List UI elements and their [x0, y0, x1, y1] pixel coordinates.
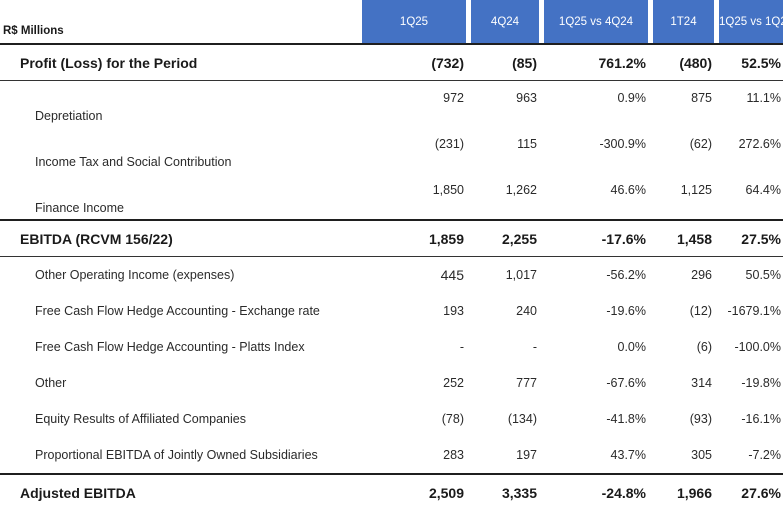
table-row-depretiation: Depretiation 972 963 0.9% 875 11.1%	[0, 81, 783, 128]
cell-value: 43.7%	[544, 437, 648, 475]
table-row-other: Other 252 777 -67.6% 314 -19.8%	[0, 365, 783, 401]
cell-value: -100.0%	[734, 340, 781, 354]
cell-value: 1,125	[680, 183, 712, 197]
cell-value: -16.1%	[741, 412, 781, 426]
cell-value: -17.6%	[544, 219, 648, 257]
cell-value: 240	[516, 304, 537, 318]
table-row-equity-results: Equity Results of Affiliated Companies (…	[0, 401, 783, 437]
cell-value: 2,509	[362, 473, 466, 510]
table-row-ebitda: EBITDA (RCVM 156/22) 1,859 2,255 -17.6% …	[0, 219, 783, 257]
cell-value: 272.6%	[738, 137, 781, 151]
table-row-hedge-exchange-rate: Free Cash Flow Hedge Accounting - Exchan…	[0, 293, 783, 329]
table-row-income-tax: Income Tax and Social Contribution (231)…	[0, 127, 783, 173]
cell-value: (732)	[362, 44, 466, 81]
cell-value: 50.5%	[745, 268, 781, 282]
cell-value: (85)	[471, 44, 539, 81]
cell-value: 296	[691, 268, 712, 282]
cell-value: -56.2%	[606, 268, 646, 282]
cell-value: -	[532, 340, 537, 354]
row-label: Finance Income	[35, 201, 124, 215]
cell-value: 283	[362, 437, 466, 475]
cell-value: (231)	[434, 137, 464, 151]
cell-value: 11.1%	[746, 91, 781, 105]
cell-value: 314	[691, 376, 712, 390]
cell-value: 27.6%	[719, 473, 783, 510]
cell-value: -1679.1%	[727, 304, 781, 318]
table-row-finance-income: Finance Income 1,850 1,262 46.6% 1,125 6…	[0, 173, 783, 220]
cell-value: 193	[443, 304, 464, 318]
cell-value: (78)	[441, 412, 464, 426]
cell-value: -300.9%	[599, 137, 646, 151]
row-label: EBITDA (RCVM 156/22)	[0, 219, 362, 257]
table-row-proportional-ebitda: Proportional EBITDA of Jointly Owned Sub…	[0, 437, 783, 475]
cell-value: (134)	[507, 412, 537, 426]
row-label: Depretiation	[35, 109, 103, 123]
cell-value: (62)	[689, 137, 712, 151]
cell-value: 64.4%	[745, 183, 781, 197]
table-row-adjusted-ebitda: Adjusted EBITDA 2,509 3,335 -24.8% 1,966…	[0, 473, 783, 510]
cell-value: (6)	[696, 340, 712, 354]
header-row: R$ Millions 1Q25 4Q24 1Q25 vs 4Q24 1T24 …	[0, 0, 783, 45]
unit-label: R$ Millions	[0, 0, 362, 45]
cell-value: 1,262	[505, 183, 537, 197]
row-label: Other	[35, 376, 67, 390]
row-label: Other Operating Income (expenses)	[35, 268, 235, 282]
cell-value: 46.6%	[610, 183, 646, 197]
row-label: Equity Results of Affiliated Companies	[35, 412, 246, 426]
cell-value: 197	[471, 437, 539, 475]
cell-value: -7.2%	[719, 437, 783, 475]
cell-value: 1,850	[432, 183, 464, 197]
cell-value: 875	[691, 91, 712, 105]
table-row-hedge-platts-index: Free Cash Flow Hedge Accounting - Platts…	[0, 329, 783, 365]
table-row-profit-loss: Profit (Loss) for the Period (732) (85) …	[0, 44, 783, 81]
row-label: Proportional EBITDA of Jointly Owned Sub…	[0, 437, 362, 475]
column-header-1t24: 1T24	[653, 0, 714, 45]
row-label: Free Cash Flow Hedge Accounting - Platts…	[35, 340, 305, 354]
cell-value: -19.6%	[606, 304, 646, 318]
cell-value: -	[459, 340, 464, 354]
cell-value: (93)	[689, 412, 712, 426]
cell-value: 0.0%	[617, 340, 647, 354]
cell-value: 3,335	[471, 473, 539, 510]
cell-value: 963	[516, 91, 537, 105]
cell-value: -67.6%	[606, 376, 646, 390]
cell-value: 1,017	[505, 268, 537, 282]
row-label: Adjusted EBITDA	[0, 473, 362, 510]
cell-value: 305	[653, 437, 714, 475]
cell-value: (480)	[653, 44, 714, 81]
table-row-other-operating-income: Other Operating Income (expenses) 445 1,…	[0, 257, 783, 294]
cell-value: 2,255	[471, 219, 539, 257]
column-header-1q25-vs-4q24: 1Q25 vs 4Q24	[544, 0, 648, 45]
cell-value: 777	[516, 376, 537, 390]
cell-value: 27.5%	[719, 219, 783, 257]
row-label: Profit (Loss) for the Period	[0, 44, 362, 81]
column-header-4q24: 4Q24	[471, 0, 539, 45]
cell-value: 252	[443, 376, 464, 390]
cell-value: 52.5%	[719, 44, 783, 81]
cell-value: -41.8%	[606, 412, 646, 426]
cell-value: 761.2%	[544, 44, 648, 81]
cell-value: 0.9%	[617, 91, 647, 105]
cell-value: 1,859	[362, 219, 466, 257]
cell-value: 445	[440, 267, 464, 283]
cell-value: 1,458	[653, 219, 714, 257]
column-header-1q25: 1Q25	[362, 0, 466, 45]
cell-value: 115	[517, 137, 537, 151]
cell-value: 972	[443, 91, 464, 105]
column-header-1q25-vs-1q24: 1Q25 vs 1Q24	[719, 0, 783, 45]
cell-value: -19.8%	[741, 376, 781, 390]
row-label: Free Cash Flow Hedge Accounting - Exchan…	[35, 304, 320, 318]
cell-value: (12)	[689, 304, 712, 318]
row-label: Income Tax and Social Contribution	[35, 155, 232, 169]
cell-value: -24.8%	[544, 473, 648, 510]
cell-value: 1,966	[653, 473, 714, 510]
